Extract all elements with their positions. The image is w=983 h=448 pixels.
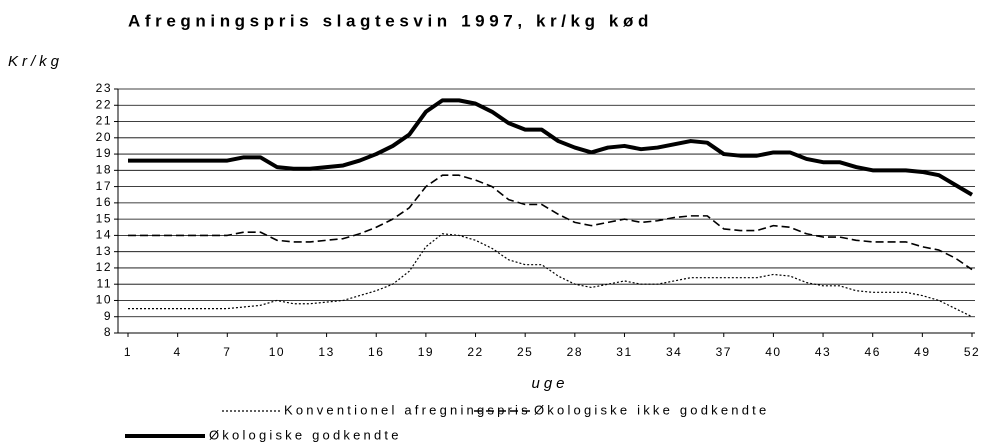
x-tick-label: 28 [567, 345, 583, 359]
y-tick-label: 11 [97, 276, 112, 290]
x-tick-label: 46 [865, 345, 881, 359]
x-tick-label: 13 [318, 345, 334, 359]
y-tick-label: 18 [96, 163, 112, 177]
chart-title: Afregningspris slagtesvin 1997, kr/kg kø… [128, 11, 653, 30]
x-axis-title: uge [531, 375, 568, 392]
legend-label: Økologiske godkendte [209, 427, 402, 442]
x-tick-label: 4 [174, 345, 182, 359]
legend-label: Økologiske ikke godkendte [534, 402, 769, 417]
y-tick-label: 16 [96, 195, 112, 209]
x-tick-label: 19 [418, 345, 434, 359]
y-tick-label: 9 [104, 309, 112, 323]
x-tick-label: 43 [815, 345, 831, 359]
y-tick-label: 22 [96, 97, 112, 111]
y-tick-label: 19 [96, 146, 112, 160]
x-tick-label: 7 [223, 345, 231, 359]
x-tick-label: 40 [765, 345, 781, 359]
series-line [128, 174, 973, 271]
x-tick-label: 25 [517, 345, 533, 359]
x-tick-label: 16 [368, 345, 384, 359]
y-tick-label: 10 [96, 293, 112, 307]
x-tick-label: 52 [964, 345, 980, 359]
x-tick-label: 49 [914, 345, 930, 359]
x-tick-label: 22 [467, 345, 483, 359]
y-tick-label: 13 [96, 244, 112, 258]
legend-label: Konventionel afregningspris [284, 402, 531, 417]
x-tick-label: 37 [716, 345, 732, 359]
series-line [128, 233, 973, 318]
y-tick-label: 15 [96, 211, 112, 225]
x-tick-label: 31 [616, 345, 632, 359]
series-line [128, 98, 974, 197]
y-tick-label: 12 [96, 260, 112, 274]
y-tick-label: 17 [96, 179, 112, 193]
y-axis-title: Kr/kg [8, 53, 63, 70]
x-tick-label: 1 [124, 345, 132, 359]
y-tick-label: 14 [96, 228, 112, 242]
x-tick-label: 10 [269, 345, 285, 359]
x-tick-label: 34 [666, 345, 682, 359]
y-tick-label: 8 [104, 325, 112, 339]
y-tick-label: 21 [96, 114, 112, 128]
y-tick-label: 20 [96, 130, 112, 144]
y-tick-label: 23 [96, 81, 112, 95]
